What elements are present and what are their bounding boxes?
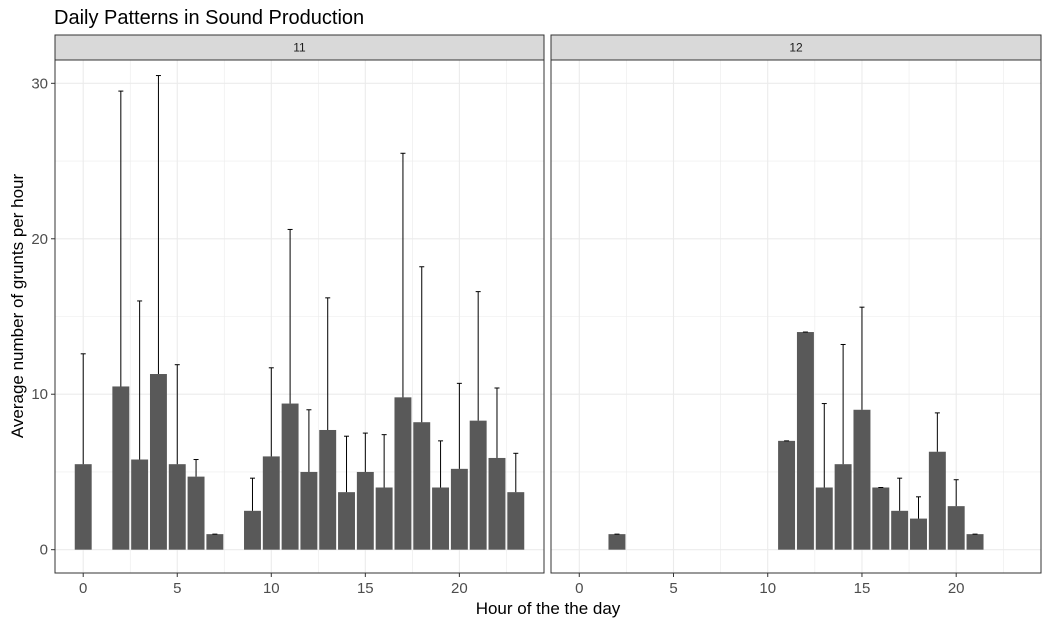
bar-hour-21: [966, 534, 984, 550]
bar-hour-23: [507, 492, 525, 550]
error-bar-hour-23: [513, 452, 519, 493]
y-tick-label: 10: [31, 386, 48, 403]
error-bar-hour-20: [953, 479, 959, 507]
error-bar-hour-21: [475, 291, 481, 421]
chart-title: Daily Patterns in Sound Production: [54, 7, 364, 29]
panel-12: 12 0 5 10 15 20: [550, 34, 1042, 597]
error-bar-hour-16: [381, 434, 387, 488]
error-bar-hour-14: [344, 435, 350, 493]
bar-hour-14: [338, 492, 355, 550]
bar-hour-15: [853, 409, 871, 550]
bar-hour-19: [432, 487, 450, 550]
facet-strip: [550, 34, 1042, 61]
bar-hour-13: [319, 429, 337, 550]
bar-hour-11: [778, 440, 796, 550]
x-tick-label: 15: [854, 580, 871, 597]
bar-hour-22: [488, 457, 506, 550]
error-bar-hour-15: [362, 432, 368, 472]
bar-hour-16: [872, 487, 890, 550]
x-tick-label: 0: [79, 580, 87, 597]
x-axis-title: Hour of the the day: [476, 599, 621, 618]
bar-hour-20: [450, 468, 468, 550]
bar-hour-2: [112, 386, 130, 550]
y-tick-label: 0: [40, 542, 48, 559]
bars: [608, 332, 984, 550]
error-bar-hour-14: [840, 343, 846, 465]
bar-hour-17: [891, 510, 909, 550]
bar-hour-18: [910, 518, 927, 550]
x-axis-11: 0 5 10 15 20: [79, 573, 468, 597]
error-bar-hour-20: [456, 382, 462, 469]
bar-hour-21: [469, 420, 487, 550]
panels: 11 0 5 10 15 20 12 0 5 10 15 20: [54, 34, 1042, 597]
bar-hour-9: [244, 510, 261, 550]
x-axis-12: 0 5 10 15 20: [575, 573, 965, 597]
error-bar-hour-13: [821, 403, 827, 488]
error-bar-hour-10: [268, 367, 274, 457]
bar-hour-10: [262, 456, 280, 550]
error-bar-hour-4: [155, 75, 161, 375]
x-tick-label: 0: [575, 580, 583, 597]
x-tick-label: 5: [669, 580, 677, 597]
bar-hour-11: [281, 403, 299, 550]
facet-strip-label: 11: [293, 41, 306, 55]
bars: [74, 374, 525, 550]
error-bar-hour-18: [419, 266, 425, 423]
error-bar-hour-0: [80, 353, 86, 465]
y-axis: 0 10 20 30: [31, 75, 55, 559]
error-bar-hour-18: [916, 496, 921, 519]
facet-strip-label: 12: [789, 41, 803, 55]
error-bar-hour-17: [897, 477, 903, 511]
y-tick-label: 20: [31, 231, 48, 248]
error-bar-hour-12: [306, 409, 312, 472]
error-bar-hour-11: [287, 228, 293, 404]
bar-hour-13: [815, 487, 833, 550]
panel-11: 11 0 5 10 15 20: [54, 34, 545, 597]
error-bar-hour-17: [400, 152, 406, 398]
bar-hour-12: [796, 332, 814, 550]
bar-hour-4: [149, 374, 167, 550]
x-tick-label: 10: [263, 580, 280, 597]
bar-hour-17: [394, 397, 412, 550]
error-bar-hour-22: [494, 387, 500, 458]
bar-hour-16: [375, 487, 393, 550]
x-tick-label: 10: [759, 580, 776, 597]
bar-hour-0: [74, 464, 92, 550]
y-axis-title: Average number of grunts per hour: [8, 174, 27, 439]
error-bar-hour-6: [193, 459, 199, 477]
bar-hour-6: [187, 476, 205, 550]
error-bars: [614, 306, 978, 535]
error-bar-hour-15: [859, 306, 865, 410]
error-bar-hour-5: [174, 364, 180, 465]
error-bar-hour-19: [438, 440, 444, 488]
bar-hour-15: [356, 471, 374, 550]
error-bars: [80, 75, 519, 535]
bar-hour-12: [300, 471, 318, 550]
bar-hour-5: [168, 464, 186, 550]
bar-hour-20: [947, 506, 965, 550]
error-bar-hour-3: [137, 300, 143, 460]
x-tick-label: 15: [357, 580, 374, 597]
x-tick-label: 5: [173, 580, 181, 597]
bar-hour-18: [413, 422, 431, 550]
error-bar-hour-13: [325, 297, 331, 430]
bar-hour-3: [131, 459, 149, 550]
error-bar-hour-9: [249, 477, 255, 511]
error-bar-hour-2: [118, 90, 124, 387]
x-tick-label: 20: [948, 580, 965, 597]
facet-strip: [54, 34, 545, 61]
error-bar-hour-19: [934, 412, 940, 452]
bar-hour-14: [834, 464, 852, 550]
bar-hour-7: [206, 534, 224, 550]
y-tick-label: 30: [31, 75, 48, 92]
x-tick-label: 20: [451, 580, 468, 597]
bar-hour-19: [928, 451, 946, 550]
bar-hour-2: [608, 534, 626, 550]
